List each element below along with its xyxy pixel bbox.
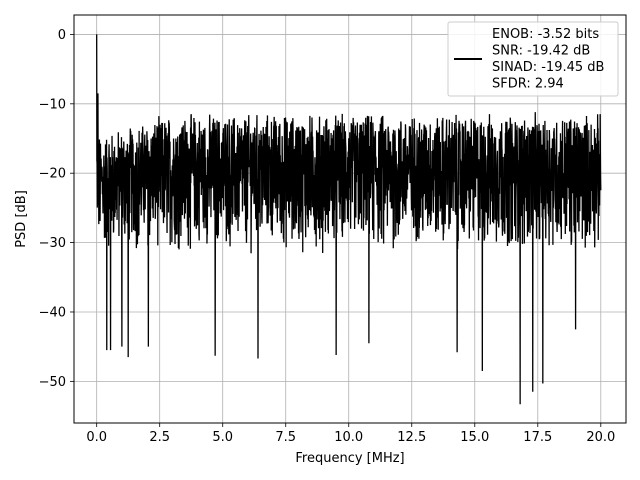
x-tick-label: 7.5 bbox=[275, 430, 296, 445]
legend-snr: SNR: -19.42 dB bbox=[492, 44, 590, 59]
legend-box bbox=[447, 21, 619, 97]
legend-sfdr: SFDR: 2.94 bbox=[492, 77, 564, 92]
legend-sinad: SINAD: -19.45 dB bbox=[492, 60, 604, 75]
y-tick-label: −20 bbox=[39, 167, 66, 182]
x-tick-label: 17.5 bbox=[523, 430, 552, 445]
y-tick-label: −50 bbox=[39, 375, 66, 390]
x-tick-label: 15.0 bbox=[460, 430, 489, 445]
x-tick-label: 0.0 bbox=[86, 430, 107, 445]
y-tick-label: 0 bbox=[58, 28, 66, 43]
legend: ENOB: -3.52 bits SNR: -19.42 dB SINAD: -… bbox=[447, 21, 619, 97]
x-axis-ticks: 0.0 2.5 5.0 7.5 10.0 12.5 15.0 17.5 20.0 bbox=[86, 423, 615, 445]
legend-enob: ENOB: -3.52 bits bbox=[492, 27, 599, 42]
plot-frame bbox=[73, 14, 627, 424]
x-axis-label: Frequency [MHz] bbox=[295, 451, 404, 466]
x-tick-label: 20.0 bbox=[586, 430, 615, 445]
x-tick-label: 2.5 bbox=[149, 430, 170, 445]
x-tick-label: 5.0 bbox=[212, 430, 233, 445]
y-axis-label: PSD [dB] bbox=[14, 190, 29, 248]
y-tick-label: −10 bbox=[39, 97, 66, 112]
psd-series bbox=[96, 34, 602, 405]
psd-line bbox=[96, 34, 602, 405]
y-axis-ticks: 0 −10 −20 −30 −40 −50 bbox=[39, 28, 74, 390]
y-tick-label: −40 bbox=[39, 305, 66, 320]
x-tick-label: 12.5 bbox=[397, 430, 426, 445]
y-tick-label: −30 bbox=[39, 236, 66, 251]
x-tick-label: 10.0 bbox=[334, 430, 363, 445]
